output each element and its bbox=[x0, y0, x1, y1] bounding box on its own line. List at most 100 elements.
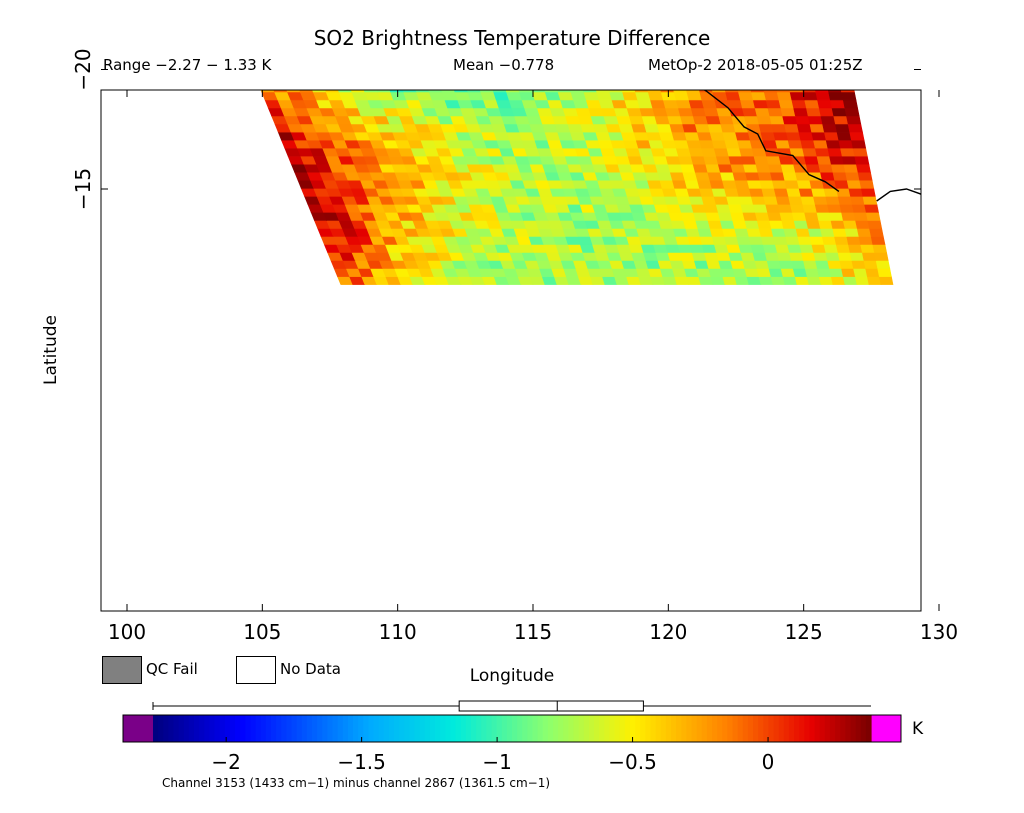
swath-pixel bbox=[809, 60, 824, 68]
swath-pixel bbox=[527, 76, 543, 84]
colorbar-segment bbox=[173, 715, 180, 742]
swath-pixel bbox=[720, 123, 736, 133]
swath-pixel bbox=[423, 36, 439, 44]
swath-pixel bbox=[852, 147, 868, 157]
swath-pixel bbox=[297, 52, 313, 60]
swath-pixel bbox=[622, 44, 637, 52]
swath-pixel bbox=[718, 60, 733, 68]
swath-pixel bbox=[707, 123, 724, 133]
swath-pixel bbox=[634, 90, 649, 93]
swath-pixel bbox=[832, 44, 847, 52]
swath-pixel bbox=[698, 276, 714, 285]
swath-pixel bbox=[773, 131, 789, 141]
swath-pixel bbox=[659, 36, 674, 44]
swath-pixel bbox=[376, 90, 391, 93]
swath-pixel bbox=[695, 220, 711, 229]
swath-pixel bbox=[625, 147, 641, 157]
swath-pixel bbox=[809, 236, 825, 245]
swath-pixel bbox=[437, 76, 453, 84]
swath-pixel bbox=[598, 4, 614, 12]
swath-pixel bbox=[292, 4, 308, 12]
swath-pixel bbox=[815, 91, 831, 101]
swath-pixel bbox=[454, 52, 470, 60]
colorbar-segment bbox=[394, 715, 400, 742]
swath-pixel bbox=[661, 44, 676, 52]
swath-pixel bbox=[786, 76, 801, 84]
swath-pixel bbox=[820, 115, 836, 125]
swath-pixel bbox=[827, 204, 842, 213]
swath-pixel bbox=[703, 252, 719, 261]
swath-pixel bbox=[669, 123, 685, 133]
swath-pixel bbox=[510, 20, 526, 28]
swath-pixel bbox=[294, 44, 310, 52]
swath-pixel bbox=[726, 244, 742, 253]
swath-pixel bbox=[811, 68, 826, 76]
swath-pixel bbox=[338, 20, 354, 28]
swath-pixel bbox=[618, 76, 633, 84]
colorbar-segment bbox=[419, 715, 426, 742]
swath-pixel bbox=[438, 4, 454, 12]
swath-pixel bbox=[777, 36, 792, 44]
colorbar-segment bbox=[835, 715, 841, 742]
swath-pixel bbox=[835, 60, 850, 68]
colorbar-segment bbox=[737, 715, 744, 742]
swath-pixel bbox=[725, 36, 740, 44]
swath-pixel bbox=[673, 90, 688, 93]
swath-pixel bbox=[763, 28, 778, 36]
swath-pixel bbox=[635, 44, 650, 52]
swath-pixel bbox=[827, 260, 842, 269]
swath-pixel bbox=[683, 220, 699, 229]
swath-pixel bbox=[684, 179, 700, 189]
swath-pixel bbox=[425, 4, 441, 12]
swath-pixel bbox=[679, 12, 694, 20]
swath-pixel bbox=[650, 99, 666, 109]
swath-pixel bbox=[709, 179, 725, 189]
swath-pixel bbox=[730, 260, 746, 269]
swath-pixel bbox=[242, 12, 259, 20]
colorbar-segment bbox=[373, 715, 380, 742]
swath-pixel bbox=[841, 91, 857, 101]
swath-pixel bbox=[713, 244, 729, 253]
swath-pixel bbox=[664, 196, 680, 205]
swath-pixel bbox=[651, 4, 666, 12]
swath-pixel bbox=[692, 60, 707, 68]
swath-pixel bbox=[829, 155, 845, 165]
colorbar-segment bbox=[291, 715, 298, 742]
swath-pixel bbox=[775, 196, 791, 205]
swath-pixel bbox=[439, 44, 455, 52]
swath-pixel bbox=[736, 236, 752, 245]
swath-pixel bbox=[779, 44, 794, 52]
swath-pixel bbox=[680, 115, 696, 125]
swath-pixel bbox=[347, 44, 363, 52]
swath-pixel bbox=[583, 91, 600, 101]
colorbar-segment bbox=[778, 715, 785, 742]
legend-qc-fail-label: QC Fail bbox=[146, 660, 198, 678]
swath-pixel bbox=[795, 115, 811, 125]
swath-pixel bbox=[801, 252, 816, 261]
swath-pixel bbox=[763, 91, 780, 101]
colorbar-segment bbox=[250, 715, 257, 742]
swath-pixel bbox=[744, 220, 760, 229]
colorbar-segment bbox=[768, 715, 775, 742]
colorbar-segment bbox=[578, 715, 585, 742]
colorbar-segment bbox=[860, 715, 867, 742]
colorbar-segment bbox=[814, 715, 821, 742]
swath-pixel bbox=[311, 52, 327, 60]
swath-pixel bbox=[716, 252, 732, 261]
swath-pixel bbox=[825, 139, 841, 149]
swath-pixel bbox=[383, 36, 399, 44]
swath-pixel bbox=[841, 212, 856, 221]
swath-pixel bbox=[759, 179, 775, 189]
swath-pixel bbox=[840, 90, 855, 93]
swath-pixel bbox=[567, 36, 582, 44]
swath-pixel bbox=[805, 220, 821, 229]
swath-pixel bbox=[282, 12, 298, 20]
colorbar-segment bbox=[276, 715, 282, 742]
swath-pixel bbox=[462, 36, 478, 44]
swath-pixel bbox=[576, 20, 592, 28]
swath-pixel bbox=[622, 0, 638, 4]
swath-pixel bbox=[840, 147, 856, 157]
legend-no-data-label: No Data bbox=[280, 660, 341, 678]
swath-pixel bbox=[860, 188, 876, 197]
swath-pixel bbox=[665, 155, 681, 165]
